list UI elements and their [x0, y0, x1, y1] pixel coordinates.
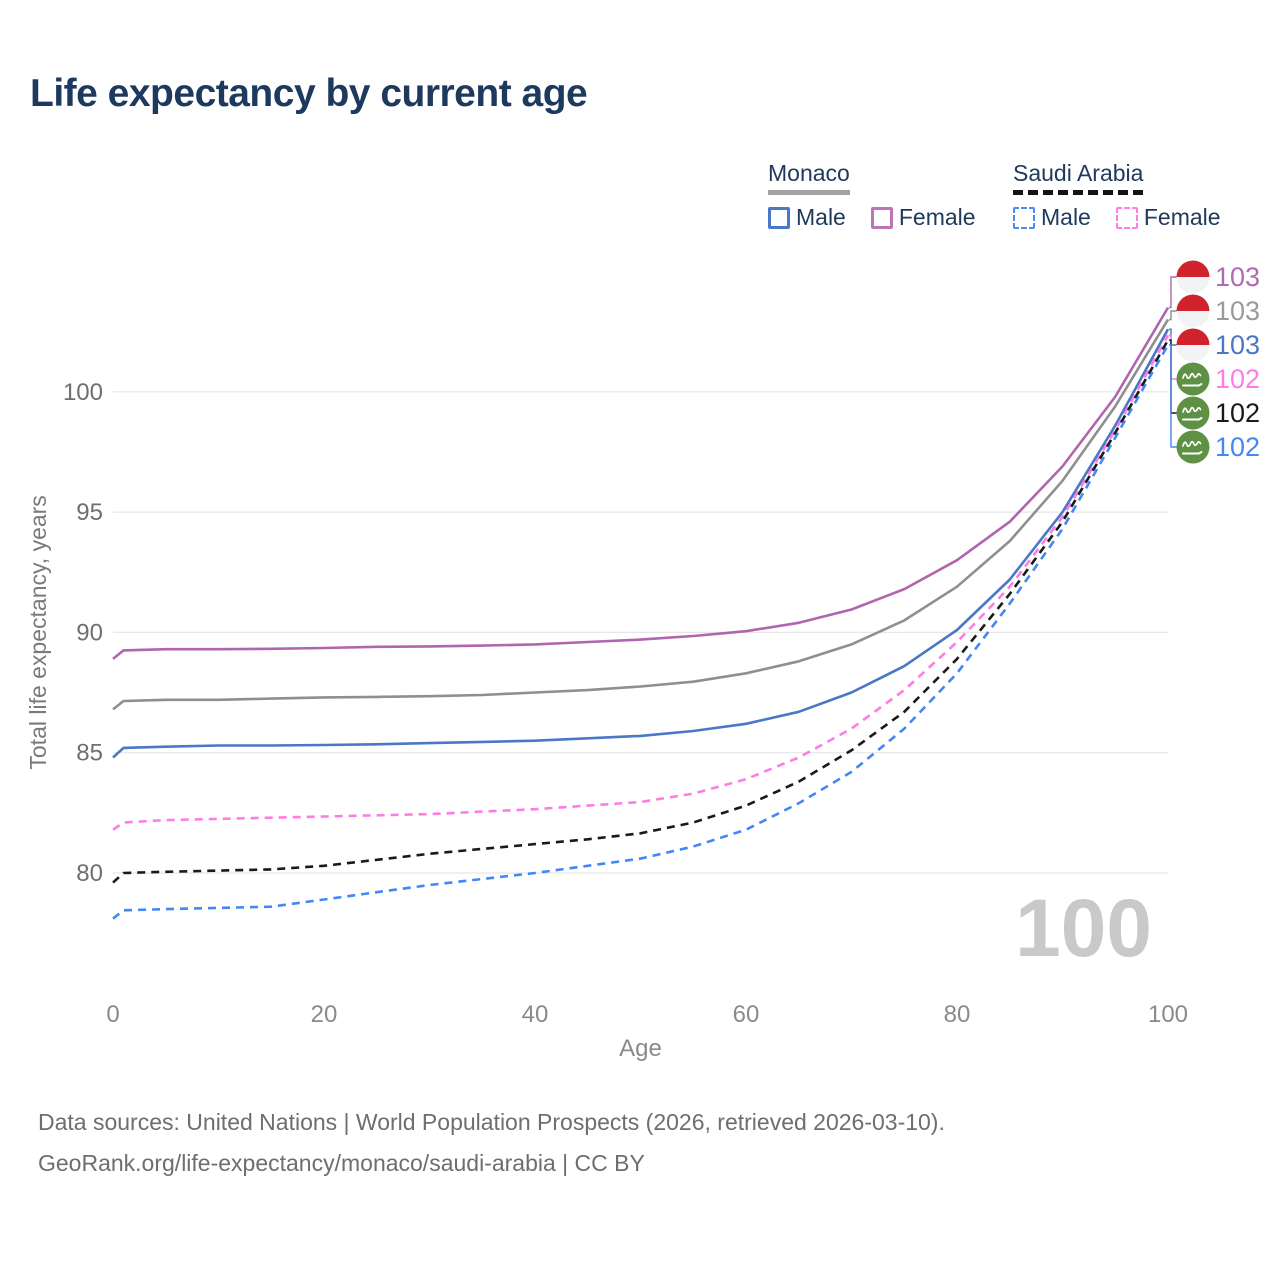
legend-swatch-monaco-female [870, 206, 893, 229]
label-connector [1169, 339, 1177, 414]
legend-label-saudi-male: Male [1041, 204, 1091, 230]
x-tick-label: 100 [1148, 1001, 1188, 1028]
y-tick-label: 90 [76, 619, 103, 646]
series-line-saudi-arabia-total[interactable] [112, 339, 1170, 884]
saudi-arabia-flag-icon [1176, 430, 1210, 464]
legend-swatch-monaco-male [768, 206, 790, 229]
legend-label-monaco-female: Female [898, 204, 976, 230]
age-watermark: 100 [1015, 883, 1152, 974]
legend-items-saudi-arabia: Male Female [1013, 204, 1246, 231]
series-line-monaco-female[interactable] [112, 306, 1170, 660]
monaco-flag-icon [1176, 328, 1210, 362]
series-line-saudi-arabia-male[interactable] [112, 344, 1170, 920]
y-tick-label: 100 [63, 379, 103, 406]
monaco-flag-icon [1176, 260, 1210, 294]
y-tick-label: 95 [76, 499, 103, 526]
monaco-flag-icon [1176, 294, 1210, 328]
end-value-label: 103 [1215, 296, 1260, 326]
legend-item-saudi-female[interactable]: Female [1115, 204, 1221, 231]
legend-title-saudi-arabia[interactable]: Saudi Arabia [1013, 160, 1144, 195]
x-tick-label: 40 [522, 1001, 549, 1028]
end-value-label: 102 [1215, 364, 1260, 394]
x-tick-label: 0 [106, 1001, 119, 1028]
legend-title-monaco[interactable]: Monaco [768, 160, 850, 195]
saudi-arabia-flag-icon [1176, 362, 1210, 396]
footer-data-sources: Data sources: United Nations | World Pop… [38, 1109, 945, 1135]
legend-item-saudi-male[interactable]: Male [1013, 204, 1091, 231]
label-connector [1169, 276, 1177, 309]
legend-group-monaco: Monaco Male Female [768, 160, 1001, 231]
series-line-monaco-total[interactable] [112, 318, 1170, 711]
legend-item-monaco-male[interactable]: Male [768, 204, 846, 231]
series-line-monaco-male[interactable] [112, 328, 1170, 759]
x-tick-label: 80 [944, 1001, 971, 1028]
end-value-label: 103 [1215, 262, 1260, 292]
footer: Data sources: United Nations | World Pop… [38, 1102, 945, 1184]
page-title: Life expectancy by current age [30, 72, 588, 115]
x-axis-title: Age [619, 1035, 662, 1062]
label-connector [1169, 334, 1177, 380]
legend-swatch-saudi-female [1115, 206, 1138, 229]
legend-item-monaco-female[interactable]: Female [870, 204, 976, 231]
legend-group-saudi-arabia: Saudi Arabia Male Female [1013, 160, 1246, 231]
series-line-saudi-arabia-female[interactable] [112, 334, 1170, 831]
legend-label-monaco-male: Male [796, 204, 846, 230]
saudi-arabia-flag-icon [1176, 396, 1210, 430]
footer-attribution-link: GeoRank.org/life-expectancy/monaco/saudi… [38, 1150, 645, 1176]
label-connector [1169, 344, 1177, 448]
label-connector [1169, 328, 1177, 346]
x-tick-label: 60 [733, 1001, 760, 1028]
legend-label-saudi-female: Female [1143, 204, 1221, 230]
end-value-label: 102 [1215, 398, 1260, 428]
label-connector [1169, 310, 1177, 321]
end-value-label: 102 [1215, 432, 1260, 462]
legend-items-monaco: Male Female [768, 204, 1001, 231]
y-axis-title: Total life expectancy, years [25, 495, 51, 769]
x-tick-label: 20 [311, 1001, 338, 1028]
y-tick-label: 80 [76, 860, 103, 887]
legend-swatch-saudi-male [1013, 206, 1035, 229]
legend: Monaco Male Female Saudi Arabia Male [0, 160, 1280, 255]
end-value-label: 103 [1215, 330, 1260, 360]
y-tick-label: 85 [76, 740, 103, 767]
